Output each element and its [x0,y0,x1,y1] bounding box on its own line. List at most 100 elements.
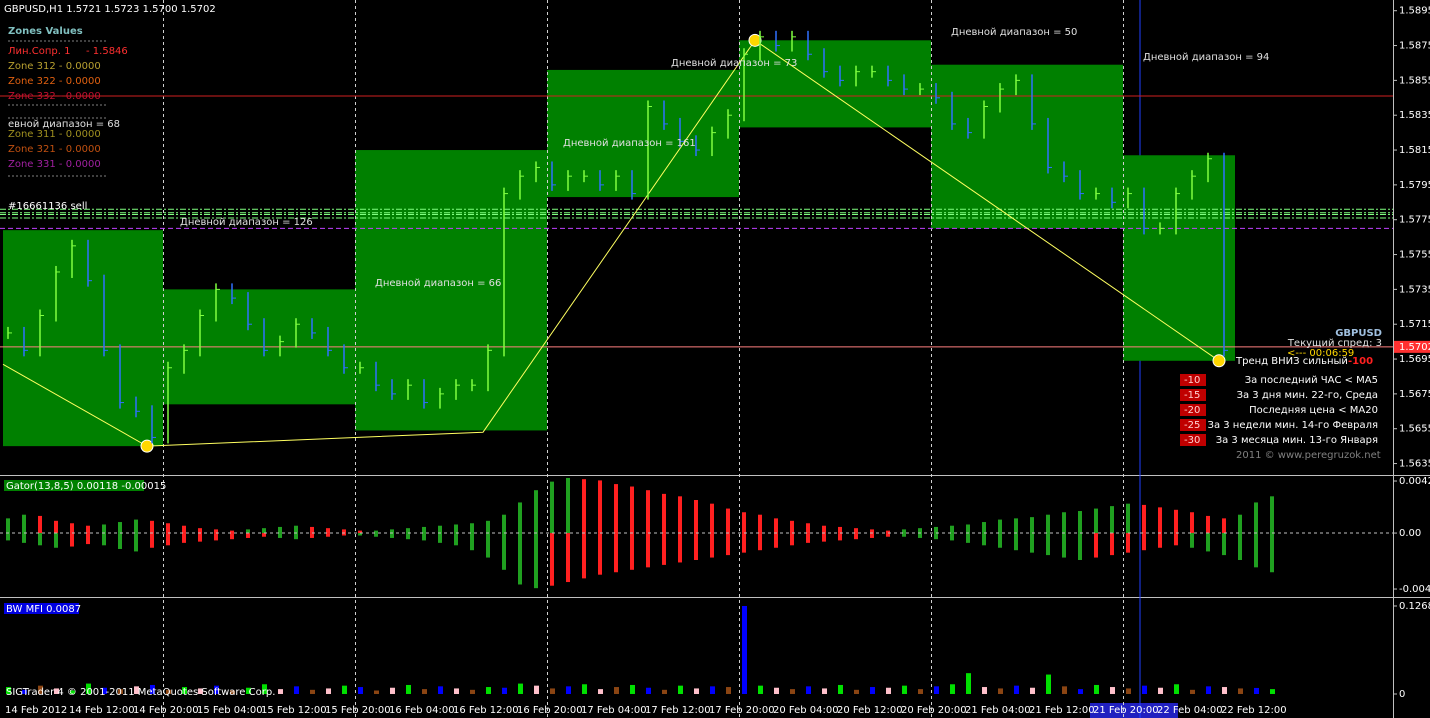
gator-lower-bar [582,533,586,579]
daily-range-box [3,230,163,447]
range-label: Дневной диапазон = 126 [180,217,313,228]
mfi-bar [310,689,315,694]
gator-upper-bar [86,525,90,534]
gator-upper-bar [1254,502,1258,534]
score-text: За 3 недели мин. 14-го Февраля [1208,420,1378,431]
gator-lower-bar [902,533,906,537]
gator-lower-bar [1238,533,1242,560]
y-tick-label: 1.5655 [1399,424,1430,435]
gator-upper-bar [1174,509,1178,534]
mfi-bar [934,686,939,694]
gator-upper-bar [278,526,282,534]
mfi-bar [422,689,427,694]
zone-item: Zone 321 - 0.0000 [8,144,101,155]
daily-range-box [547,69,739,198]
gator-lower-bar [70,533,74,547]
x-tick-label: 15 Feb 04:00 [197,705,263,716]
gator-upper-bar [1126,503,1130,534]
mfi-bar [150,684,155,694]
current-price-tag [1394,340,1430,353]
score-box [1180,374,1206,386]
mfi-bar [502,687,507,694]
gator-lower-bar [262,533,266,537]
mfi-bar [342,685,347,694]
gator-lower-bar [102,533,106,546]
x-tick-label: 20 Feb 20:00 [901,705,967,716]
gator-upper-bar [838,526,842,534]
gator-lower-bar [310,533,314,538]
zigzag-point [748,33,762,47]
range-label: Дневной диапазон = 50 [951,27,1077,38]
gator-upper-bar [870,529,874,534]
gator-upper-bar [774,518,778,534]
gator-lower-bar [934,533,938,540]
gator-upper-bar [1078,511,1082,534]
gator-lower-bar [646,533,650,568]
info-spread: Текущий спред: 3 [1287,338,1382,349]
gator-upper-bar [822,525,826,534]
gator-lower-bar [758,533,762,551]
gator-lower-bar [1078,533,1082,560]
gator-lower-bar [486,533,490,558]
gator-upper-bar [1206,515,1210,534]
gator-lower-bar [214,533,218,541]
y-tick-label: 1.5715 [1399,319,1430,330]
mfi-bar [774,687,779,694]
gator-lower-bar [950,533,954,541]
gator-upper-bar [438,525,442,534]
gator-lower-bar [150,533,154,548]
gator-upper-bar [566,477,570,534]
mfi-bar [38,685,43,694]
gator-upper-bar [806,523,810,534]
score-value: -20 [1184,405,1200,416]
gator-lower-bar [774,533,778,548]
mfi-bar [294,686,299,694]
gator-upper-bar [1190,512,1194,534]
x-tick-label: 14 Feb 12:00 [69,705,135,716]
mfi-bar [1174,684,1179,694]
mfi-bar [102,687,107,694]
gator-lower-bar [614,533,618,573]
gator-lower-bar [854,533,858,540]
gator-upper-bar [1046,514,1050,534]
gator-lower-bar [438,533,442,543]
mfi-bar [614,687,619,694]
gator-upper-bar [22,514,26,534]
daily-range-box [931,64,1123,229]
y-tick-label: 1.5795 [1399,180,1430,191]
gator-upper-bar [262,528,266,534]
score-value: -30 [1184,435,1200,446]
x-tick-label: 14 Feb 20:00 [133,705,199,716]
info-panel [1178,362,1393,462]
gator-lower-bar [118,533,122,549]
score-text: За последний ЧАС < MA5 [1245,375,1378,386]
x-tick-label: 21 Feb 12:00 [1029,705,1095,716]
mfi-bar [22,689,27,694]
gator-upper-bar [934,526,938,534]
mfi-label: BW MFI 0.0087 [6,604,81,615]
mfi-bar [1078,689,1083,694]
mfi-bar [246,687,251,694]
current-price-label: 1.5702 [1399,342,1430,353]
gator-lower-bar [1158,533,1162,548]
mfi-bar [758,685,763,694]
mfi-bar [438,686,443,694]
gator-lower-bar [1254,533,1258,568]
gator-upper-bar [182,525,186,534]
mfi-bar [966,673,971,694]
mfi-bar [1158,687,1163,694]
mfi-bar [950,684,955,694]
zigzag-point [1212,354,1226,368]
gator-upper-bar [102,524,106,534]
gator-lower-bar [1014,533,1018,551]
info-symbol: GBPUSD [1335,328,1382,339]
mfi-bar [70,690,75,694]
score-box [1180,389,1206,401]
gator-upper-bar [694,500,698,534]
gator-lower-bar [454,533,458,546]
y-tick-label: 1.5835 [1399,110,1430,121]
gator-upper-bar [118,522,122,534]
gator-lower-bar [246,533,250,538]
y-tick-label: 1.5735 [1399,284,1430,295]
mfi-bar [1110,687,1115,694]
